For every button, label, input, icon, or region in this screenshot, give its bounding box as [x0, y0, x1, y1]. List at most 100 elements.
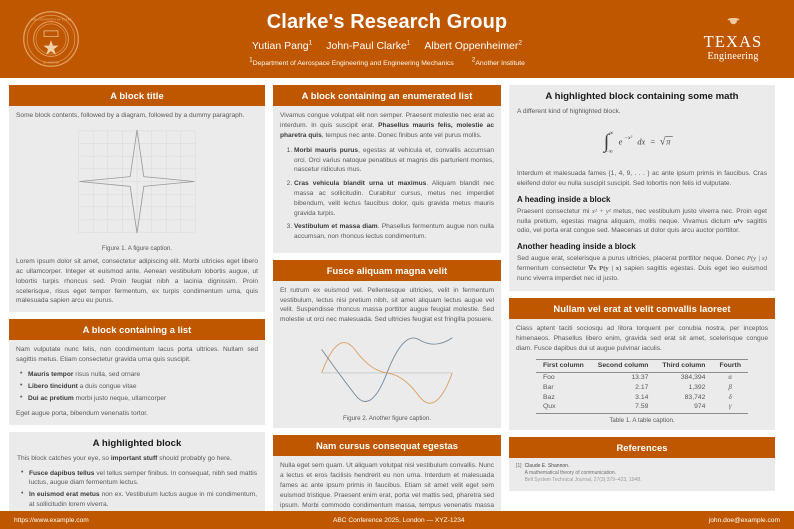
table-column-header: First column	[536, 358, 591, 373]
table-cell: Qux	[543, 403, 556, 411]
table-cell: 83,742	[684, 393, 706, 401]
list-item: Morbi mauris purus, egestas at vehicula …	[294, 146, 494, 176]
table-cell: 2.17	[635, 383, 649, 391]
sub-paragraph-2: Sed augue erat, scelerisque a purus ultr…	[517, 255, 768, 283]
affiliation: 2Another Institute	[471, 56, 525, 67]
list-item: Libero tincidunt a duis congue vitae	[20, 381, 258, 392]
column-middle: A block containing an enumerated list Vi…	[273, 85, 501, 529]
svg-text:=: =	[650, 138, 655, 147]
sine-wave-plot	[321, 337, 453, 404]
figure-2	[280, 330, 494, 413]
sub-heading-2: Another heading inside a block	[517, 242, 636, 252]
texas-wordmark: TEXAS	[703, 31, 763, 51]
svg-text:AT AUSTIN: AT AUSTIN	[43, 60, 60, 64]
page-title: Clarke's Research Group	[266, 11, 508, 34]
author-name: John-Paul Clarke1	[326, 39, 411, 52]
block-paragraph: Interdum et malesuada fames {1, 4, 9, . …	[517, 169, 767, 187]
block-intro-text: A different kind of highlighted block.	[517, 108, 621, 115]
table-column-header: Second column	[590, 358, 656, 373]
block-title: References	[509, 436, 775, 458]
block-paragraph: Et rutrum ex euismod vel. Pellentesque u…	[280, 286, 494, 324]
table-cell: δ	[728, 393, 732, 401]
table-cell: 974	[694, 403, 706, 411]
sub-heading-1: A heading inside a block	[517, 194, 611, 204]
list-item: Mauris tempor risus nulla, sed ornare	[20, 369, 258, 380]
block-title: A highlighted block	[92, 437, 182, 449]
block-title: Nullam vel erat at velit convallis laore…	[509, 298, 775, 320]
figure-1	[16, 126, 258, 243]
table-cell: 384,394	[680, 374, 706, 382]
reference-entry: [1] Claude E. Shannon. A mathematical theo…	[516, 463, 768, 485]
block-title: Nam cursus consequat egestas	[273, 435, 501, 457]
block-intro-text: Nam vulputate nunc felis, non condimentu…	[16, 346, 258, 364]
svg-text:−∞: −∞	[606, 149, 613, 155]
table-column-header: Third column	[655, 358, 713, 373]
column-right: A highlighted block containing some math…	[509, 85, 775, 491]
svg-text:dx: dx	[637, 138, 645, 147]
block-outro-text: Eget augue porta, bibendum venenatis tor…	[16, 409, 148, 417]
list-item: In euismod erat metus non ex. Vestibulum…	[21, 489, 257, 510]
reference-number: [1]	[516, 462, 522, 469]
table-row: Bar 2.17 1,392 β	[536, 382, 748, 392]
poster-header: THE UNIVERSITY OF TEXAS AT AUSTIN Clarke…	[0, 0, 794, 78]
longhorn-icon	[727, 17, 739, 24]
bullet-list: Fusce dapibus tellus vel tellus semper f…	[17, 468, 257, 511]
reference-source: Bell System Technical Journal, 27(3):379…	[524, 477, 642, 484]
affiliation: 1Department of Aerospace Engineering and…	[249, 56, 454, 67]
svg-text:∞: ∞	[609, 130, 613, 136]
enumerated-list: Morbi mauris purus, egestas at vehicula …	[280, 146, 494, 242]
block-title: A block title	[9, 85, 265, 106]
author-name: Yutian Pang1	[251, 39, 313, 52]
block-intro-text: This block catches your eye, so importan…	[17, 454, 232, 462]
table-cell: γ	[728, 403, 732, 411]
list-item: Dui ac pretium morbi justo neque, ullamc…	[20, 393, 258, 404]
author-name: Albert Oppenheimer2	[424, 39, 523, 52]
block-intro-text: Vivamus congue volutpat elit non semper.…	[280, 112, 494, 139]
star-diagram	[78, 129, 196, 234]
bullet-list: Mauris tempor risus nulla, sed ornareLib…	[16, 369, 258, 404]
list-item: Cras vehicula blandit urna ut maximus. A…	[294, 179, 494, 219]
block-title: Fusce aliquam magna velit	[273, 259, 501, 281]
sub-paragraph-1: Praesent consectetur mi x² + y² metus, n…	[517, 207, 768, 235]
block-intro-text: Class aptent taciti sociosqu ad litora t…	[516, 325, 768, 352]
svg-text:−x²: −x²	[624, 135, 632, 141]
table-cell: Bar	[543, 383, 554, 391]
table-cell: α	[728, 374, 732, 382]
block-enumerated-list: A block containing an enumerated list Vi…	[273, 85, 501, 253]
table-caption: Table 1. A table caption.	[609, 416, 675, 424]
poster-footer: https://www.example.com ABC Conference 2…	[0, 511, 794, 529]
block-paragraph: Lorem ipsum dolor sit amet, consectetur …	[16, 257, 258, 305]
column-left: A block title Some block contents, follo…	[9, 85, 265, 529]
figure-2-caption: Figure 2. Another figure caption.	[342, 415, 432, 423]
footer-email[interactable]: john.doe@example.com	[708, 516, 780, 524]
table-row: Qux 7.59 974 γ	[536, 402, 748, 413]
table-column-header: Fourth	[712, 358, 748, 373]
svg-text:∫: ∫	[603, 131, 611, 153]
table-cell: Baz	[543, 393, 555, 401]
header-title-group: Clarke's Research Group Yutian Pang1 John…	[80, 9, 694, 68]
table-cell: 3.14	[635, 393, 649, 401]
footer-website[interactable]: https://www.example.com	[14, 516, 89, 524]
data-table: First column Second column Third column Fou…	[536, 358, 748, 414]
engineering-wordmark: Engineering	[707, 51, 759, 63]
block-title: A block containing an enumerated list	[273, 85, 501, 106]
block-math: A highlighted block containing some math…	[509, 85, 775, 292]
svg-text:THE UNIVERSITY OF TEXAS: THE UNIVERSITY OF TEXAS	[30, 17, 71, 21]
table-row: Foo 13.37 384,394 α	[536, 372, 748, 382]
ut-austin-seal-icon: THE UNIVERSITY OF TEXAS AT AUSTIN	[22, 10, 80, 68]
block-fusce-aliquam-magna-velit: Fusce aliquam magna velit Et rutrum ex e…	[273, 259, 501, 429]
author-list: Yutian Pang1 John-Paul Clarke1 Albert Oppe…	[80, 39, 694, 53]
block-title: A highlighted block containing some math	[545, 91, 739, 102]
table-cell: 7.59	[635, 403, 649, 411]
math-formula: ∫ ∞ −∞ e −x² dx = √ π	[517, 124, 767, 161]
footer-conference: ABC Conference 2025, London — XYZ-1234	[332, 516, 465, 524]
svg-text:π: π	[666, 138, 671, 147]
block-references: References [1] Claude E. Shannon. A mathem…	[509, 436, 775, 491]
poster-columns: A block title Some block contents, follo…	[0, 78, 794, 529]
reference-author: Claude E. Shannon.	[524, 462, 570, 469]
block-intro-text: Some block contents, followed by a diagr…	[16, 112, 245, 119]
block-a-block-containing-a-list: A block containing a list Nam vulputate …	[9, 319, 265, 425]
figure-1-caption: Figure 1. A figure caption.	[101, 244, 173, 252]
table-cell: 1,392	[688, 383, 706, 391]
